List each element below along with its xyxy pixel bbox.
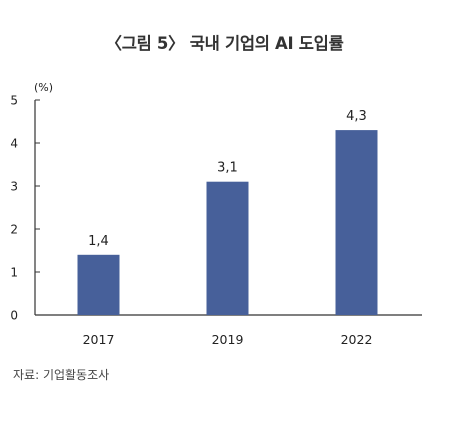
data-label: 4,3 bbox=[346, 109, 367, 124]
x-tick-label: 2017 bbox=[83, 332, 115, 347]
source-note: 자료: 기업활동조사 bbox=[13, 368, 110, 382]
data-label: 1,4 bbox=[88, 234, 109, 249]
y-tick-label: 3 bbox=[10, 180, 18, 194]
chart-title: 〈그림 5〉 국내 기업의 AI 도입률 bbox=[105, 34, 344, 53]
y-tick-label: 2 bbox=[10, 223, 18, 237]
bar bbox=[206, 181, 249, 315]
bar-chart: (%) 0 1 2 3 4 5 1,4 2017 3,1 2019 4,3 2022 bbox=[10, 81, 422, 347]
y-tick-label: 5 bbox=[10, 94, 18, 108]
y-tick-label: 4 bbox=[10, 137, 18, 151]
bar bbox=[77, 254, 120, 315]
data-label: 3,1 bbox=[217, 161, 238, 176]
x-tick-label: 2022 bbox=[341, 332, 373, 347]
y-axis-unit-label: (%) bbox=[34, 81, 53, 94]
bar bbox=[335, 130, 378, 315]
y-tick-label: 0 bbox=[10, 309, 18, 323]
x-tick-label: 2019 bbox=[212, 332, 244, 347]
y-tick-label: 1 bbox=[10, 266, 18, 280]
